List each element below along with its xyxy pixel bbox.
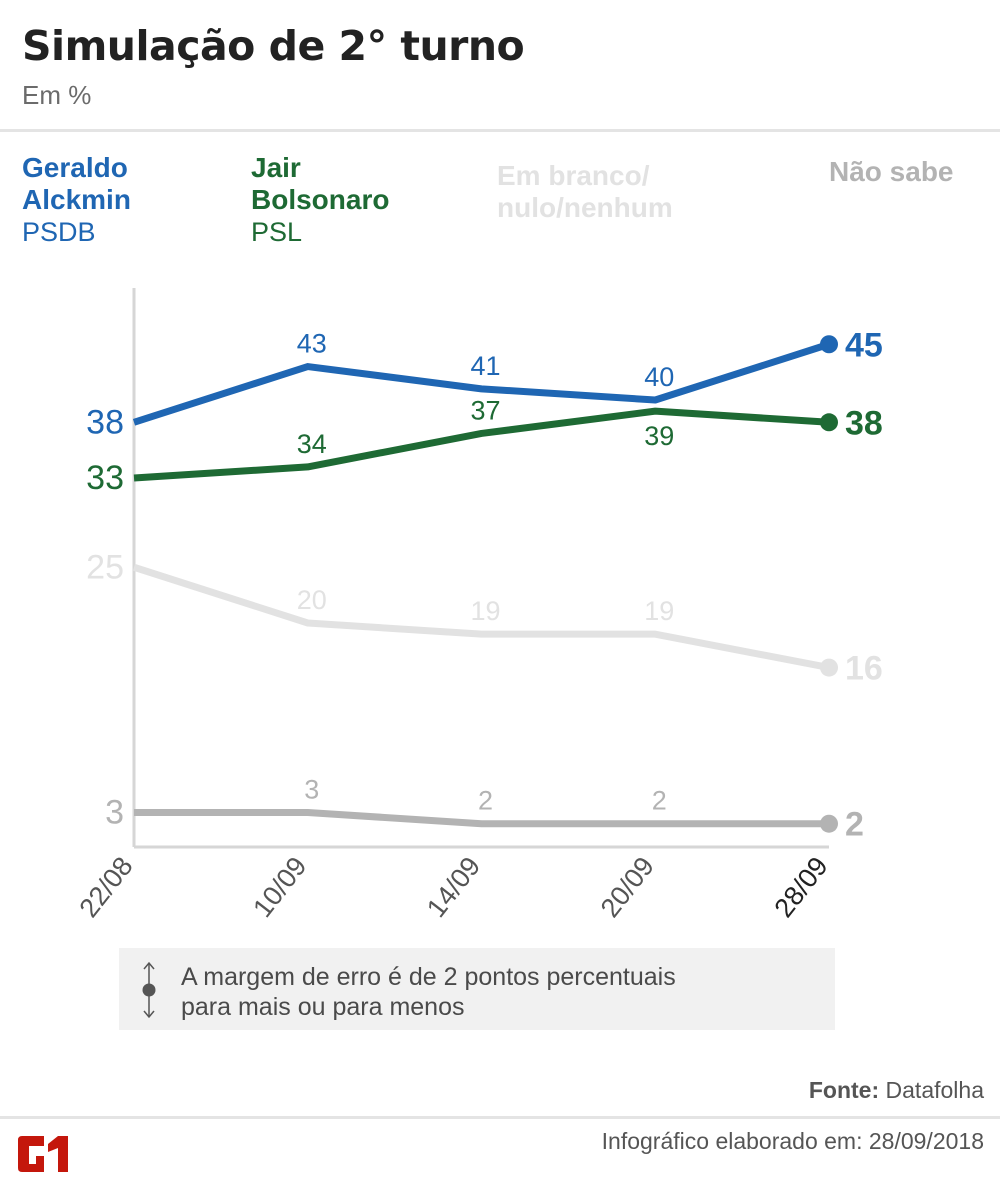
series-2: 25 20 19 19 16 [86, 548, 883, 687]
series-line [132, 340, 831, 426]
data-label: 25 [86, 548, 124, 586]
series-3: 3 3 2 2 2 [105, 775, 864, 844]
legend-name-line: Alckmin [22, 184, 131, 215]
data-label: 19 [470, 596, 500, 626]
x-tick-label: 20/09 [595, 851, 660, 923]
series-line [132, 563, 830, 672]
data-label: 2 [845, 806, 864, 844]
data-label: 19 [644, 596, 674, 626]
data-label: 38 [845, 404, 883, 442]
series-line [134, 809, 829, 828]
x-tick-label: 22/08 [73, 851, 138, 923]
series-end-marker [820, 814, 838, 833]
x-tick-label: 28/09 [768, 851, 833, 923]
legend-name-line: Em branco/ [497, 160, 650, 191]
data-label: 2 [652, 786, 667, 816]
series-end-marker [820, 658, 838, 677]
page-subtitle: Em % [22, 80, 92, 110]
data-label: 39 [644, 421, 674, 451]
data-label: 45 [845, 326, 883, 364]
data-label: 20 [297, 585, 327, 615]
data-label: 34 [297, 429, 327, 459]
legend-name-line: Bolsonaro [251, 184, 390, 215]
top-divider [0, 129, 1000, 132]
legend-party: PSL [251, 217, 303, 247]
x-tick-labels: 22/08 10/09 14/09 20/09 28/09 [73, 851, 833, 923]
data-label: 3 [304, 775, 319, 805]
note-line: para mais ou para menos [181, 993, 465, 1021]
data-label: 41 [470, 351, 500, 381]
infographic-date: Infográfico elaborado em: 28/09/2018 [601, 1128, 984, 1154]
legend-item-branco-nulo: Em branco/ nulo/nenhum [497, 160, 673, 224]
source-label: Fonte: [808, 1077, 880, 1103]
series-0: 38 43 41 40 45 [86, 326, 883, 441]
legend-name: Geraldo Alckmin [22, 152, 131, 216]
legend-name: Jair Bolsonaro [251, 152, 389, 216]
series-line [133, 407, 830, 482]
data-label: 40 [644, 362, 674, 392]
series-end-marker [820, 335, 838, 354]
legend-item-alckmin: Geraldo Alckmin PSDB [22, 152, 131, 248]
source-value: Datafolha [885, 1077, 984, 1103]
note-text: A margem de erro é de 2 pontos percentua… [181, 962, 676, 1022]
data-label: 37 [470, 395, 500, 425]
legend-name-line: Geraldo [22, 152, 128, 183]
legend-item-bolsonaro: Jair Bolsonaro PSL [251, 152, 389, 248]
data-label: 3 [105, 794, 124, 832]
data-label: 43 [297, 329, 327, 359]
page-title: Simulação de 2° turno [22, 22, 525, 70]
margin-of-error-note: A margem de erro é de 2 pontos percentua… [119, 948, 835, 1030]
error-margin-icon [142, 961, 156, 1019]
legend-name-line: Jair [251, 152, 301, 183]
source-credit: Fonte: Datafolha [809, 1077, 984, 1104]
g1-logo [18, 1136, 68, 1172]
x-tick-label: 14/09 [421, 851, 486, 923]
note-line: A margem de erro é de 2 pontos percentua… [181, 963, 676, 991]
footer-divider [0, 1116, 1000, 1119]
data-label: 16 [845, 650, 883, 688]
legend-item-nao-sabe: Não sabe [829, 156, 954, 188]
series-end-marker [820, 413, 838, 432]
legend-party: PSDB [22, 217, 96, 247]
legend-name-line: Não sabe [829, 156, 954, 187]
legend-name: Não sabe [829, 156, 954, 188]
data-label: 33 [86, 459, 124, 497]
legend-name-line: nulo/nenhum [497, 192, 673, 223]
x-tick-label: 10/09 [247, 851, 312, 923]
legend-name: Em branco/ nulo/nenhum [497, 160, 673, 224]
series-1: 33 34 37 39 38 [86, 395, 883, 497]
data-label: 2 [478, 786, 493, 816]
data-label: 38 [86, 403, 124, 441]
